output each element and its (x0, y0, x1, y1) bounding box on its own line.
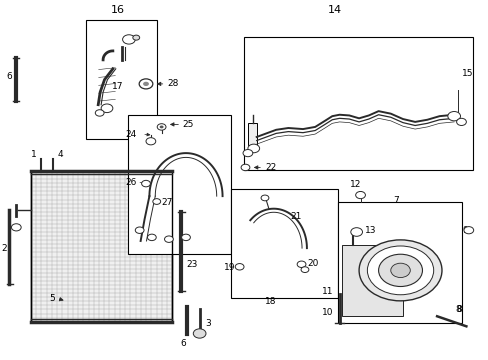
Text: 15: 15 (461, 69, 472, 78)
Circle shape (95, 110, 104, 116)
Circle shape (139, 79, 153, 89)
Circle shape (358, 240, 441, 301)
Circle shape (301, 267, 308, 273)
Circle shape (350, 228, 362, 236)
Circle shape (11, 224, 21, 231)
Text: 24: 24 (125, 130, 136, 139)
Text: 8: 8 (456, 305, 462, 314)
Bar (248, 123, 257, 145)
Text: 9: 9 (461, 226, 467, 235)
Text: 4: 4 (57, 150, 63, 159)
Text: 2: 2 (2, 244, 7, 253)
Circle shape (261, 195, 268, 201)
Circle shape (297, 261, 305, 267)
Text: 14: 14 (327, 5, 341, 15)
Bar (337, 202, 461, 323)
Text: 8: 8 (454, 305, 460, 314)
Text: 21: 21 (290, 212, 302, 221)
Circle shape (143, 82, 149, 86)
Circle shape (146, 138, 156, 145)
Text: 1: 1 (31, 150, 37, 159)
Text: 13: 13 (365, 226, 376, 235)
Bar (86, 21, 157, 139)
Circle shape (147, 234, 156, 240)
Circle shape (243, 149, 252, 157)
Circle shape (135, 227, 144, 233)
Circle shape (390, 263, 409, 278)
Circle shape (235, 264, 244, 270)
Text: 22: 22 (264, 163, 276, 172)
Circle shape (355, 192, 365, 199)
Bar (31, 171, 172, 321)
Text: 5: 5 (49, 294, 55, 303)
Circle shape (456, 118, 466, 126)
Text: 18: 18 (264, 297, 276, 306)
Circle shape (366, 246, 433, 295)
Bar (230, 189, 337, 298)
Bar (341, 244, 402, 316)
Circle shape (101, 104, 113, 113)
Circle shape (463, 226, 473, 234)
Text: 25: 25 (182, 120, 194, 129)
Circle shape (142, 180, 150, 187)
Bar (244, 37, 472, 170)
Circle shape (157, 124, 165, 130)
Circle shape (193, 329, 205, 338)
Circle shape (447, 112, 460, 121)
Circle shape (181, 234, 190, 240)
Text: 6: 6 (6, 72, 12, 81)
Circle shape (122, 35, 135, 44)
Text: 26: 26 (124, 178, 136, 187)
Text: 10: 10 (321, 308, 332, 317)
Bar (31, 171, 172, 321)
Circle shape (159, 126, 163, 129)
Text: 6: 6 (180, 338, 186, 347)
Text: 27: 27 (161, 198, 173, 207)
Text: 17: 17 (112, 82, 123, 91)
Text: 16: 16 (110, 5, 124, 15)
Circle shape (164, 236, 173, 242)
Circle shape (241, 164, 249, 171)
Circle shape (133, 35, 140, 40)
Text: 12: 12 (349, 180, 361, 189)
Text: 7: 7 (392, 196, 398, 205)
Text: 3: 3 (205, 319, 211, 328)
Text: 23: 23 (185, 260, 197, 269)
Text: 19: 19 (224, 263, 235, 272)
Text: 20: 20 (306, 259, 318, 268)
Bar (128, 116, 230, 253)
Text: 11: 11 (321, 287, 332, 296)
Circle shape (378, 254, 422, 287)
Circle shape (153, 199, 160, 204)
Text: 28: 28 (167, 80, 179, 89)
Circle shape (247, 144, 259, 153)
